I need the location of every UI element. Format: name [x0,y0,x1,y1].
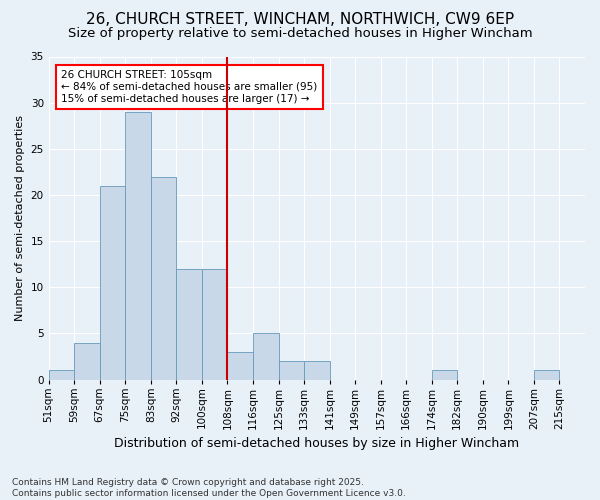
Bar [227,352,253,380]
Bar [253,334,278,380]
Bar [202,269,227,380]
Bar [74,342,100,380]
Y-axis label: Number of semi-detached properties: Number of semi-detached properties [15,115,25,321]
Text: Contains HM Land Registry data © Crown copyright and database right 2025.
Contai: Contains HM Land Registry data © Crown c… [12,478,406,498]
Bar [278,361,304,380]
Bar [49,370,74,380]
Bar [534,370,559,380]
Bar [125,112,151,380]
X-axis label: Distribution of semi-detached houses by size in Higher Wincham: Distribution of semi-detached houses by … [114,437,520,450]
Text: 26 CHURCH STREET: 105sqm
← 84% of semi-detached houses are smaller (95)
15% of s: 26 CHURCH STREET: 105sqm ← 84% of semi-d… [61,70,317,104]
Bar [304,361,329,380]
Bar [151,176,176,380]
Bar [100,186,125,380]
Bar [176,269,202,380]
Text: Size of property relative to semi-detached houses in Higher Wincham: Size of property relative to semi-detach… [68,28,532,40]
Bar [432,370,457,380]
Text: 26, CHURCH STREET, WINCHAM, NORTHWICH, CW9 6EP: 26, CHURCH STREET, WINCHAM, NORTHWICH, C… [86,12,514,28]
